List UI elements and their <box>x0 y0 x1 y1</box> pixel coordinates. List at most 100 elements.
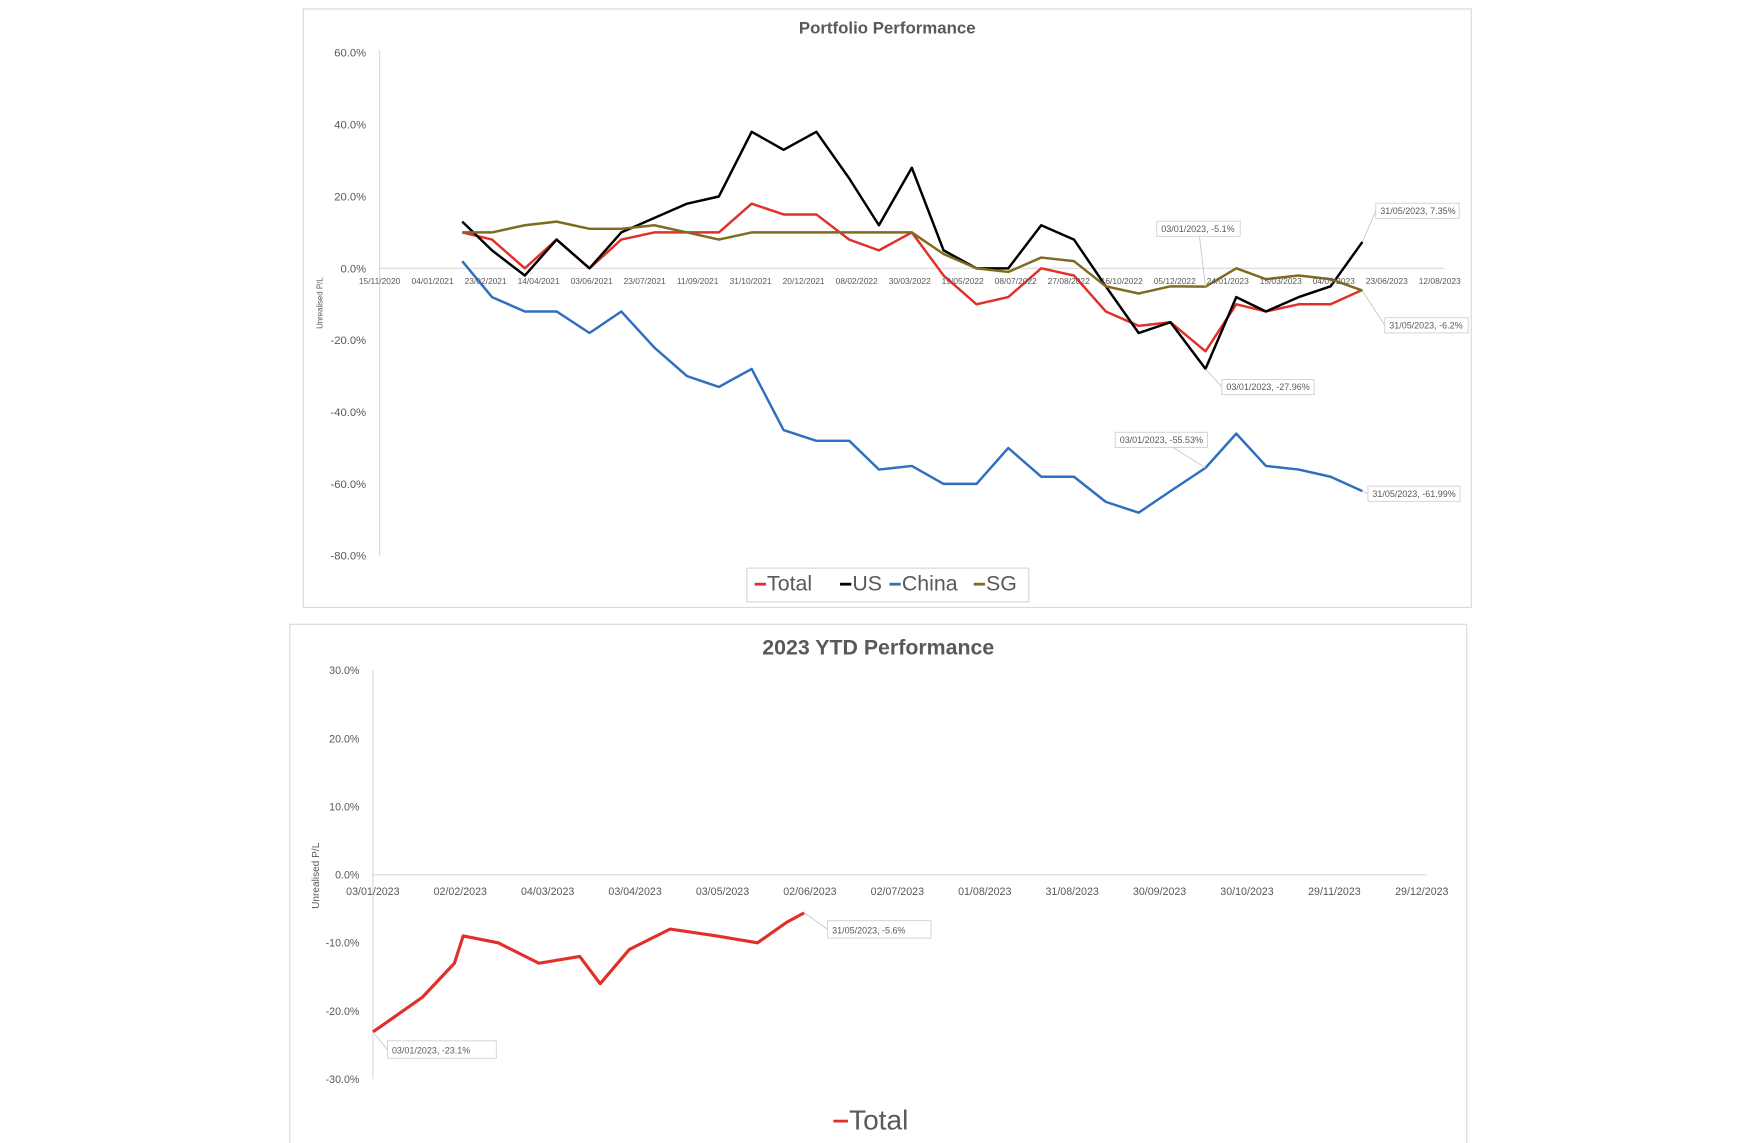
legend-box <box>746 567 1030 603</box>
data-label-box <box>1384 317 1469 334</box>
x-tick-label: 02/02/2023 <box>434 886 487 898</box>
legend-label: Total <box>767 572 812 596</box>
x-tick-label: 30/09/2023 <box>1133 886 1186 898</box>
x-tick-label: 29/11/2023 <box>1308 886 1361 898</box>
legend-item-us: US <box>840 572 882 596</box>
data-label: 03/01/2023, -55.53% <box>1114 431 1208 469</box>
leader-line <box>1198 228 1206 287</box>
legend-item-sg: SG <box>973 572 1017 596</box>
x-tick-label: 24/01/2023 <box>1207 276 1249 286</box>
x-tick-label: 11/09/2021 <box>677 276 719 286</box>
y-axis-label: Unrealised P/L <box>311 842 322 909</box>
x-tick-label: 27/08/2022 <box>1048 276 1090 286</box>
y-tick-label: 40.0% <box>334 120 366 132</box>
x-tick-label: 29/12/2023 <box>1395 886 1448 898</box>
x-tick-label: 23/06/2023 <box>1366 276 1408 286</box>
legend-item-china: China <box>889 572 958 596</box>
y-tick-label: -10.0% <box>326 938 360 950</box>
x-tick-label: 03/05/2023 <box>696 886 749 898</box>
x-tick-label: 14/04/2021 <box>518 276 560 286</box>
x-tick-label: 05/12/2022 <box>1154 276 1196 286</box>
data-label: 31/05/2023, -61.99% <box>1362 485 1461 502</box>
leader-line <box>803 912 828 930</box>
y-tick-label: -30.0% <box>326 1074 360 1086</box>
ytd-performance-chart: 2023 YTD Performance Unrealised P/L 30.0… <box>289 623 1468 1143</box>
data-label: 31/05/2023, -6.2% <box>1362 290 1469 334</box>
legend: Total US China SG <box>746 567 1030 603</box>
data-label-box <box>387 1040 497 1059</box>
leader-line <box>1205 368 1223 388</box>
data-label-text: 03/01/2023, -5.1% <box>1161 224 1234 234</box>
x-tick-label: 03/01/2023 <box>346 886 399 898</box>
leader-line <box>1362 290 1386 326</box>
data-label-text: 03/01/2023, -23.1% <box>392 1046 470 1056</box>
data-label: 31/05/2023, 7.35% <box>1361 202 1460 243</box>
x-tick-label: 19/05/2022 <box>942 276 984 286</box>
chart-title: 2023 YTD Performance <box>762 636 994 660</box>
x-tick-label: 08/07/2022 <box>995 276 1037 286</box>
data-label: 31/05/2023, -5.6% <box>803 912 932 939</box>
portfolio-performance-chart: Portfolio Performance Unrealised P/L 60.… <box>302 8 1472 608</box>
x-tick-label: 03/04/2023 <box>608 886 661 898</box>
legend-label: US <box>852 572 882 596</box>
y-tick-label: 20.0% <box>329 733 360 745</box>
series-line-total <box>371 911 805 1034</box>
x-tick-label: 30/03/2022 <box>889 276 931 286</box>
x-tick-label: 01/08/2023 <box>958 886 1011 898</box>
data-label: 03/01/2023, -5.1% <box>1156 220 1241 287</box>
leader-line <box>372 1031 388 1050</box>
chart-title: Portfolio Performance <box>799 19 976 38</box>
data-label-box <box>1367 485 1461 502</box>
x-tick-label: 04/01/2021 <box>412 276 454 286</box>
y-tick-label: 60.0% <box>334 48 366 60</box>
chart-frame <box>289 623 1468 1143</box>
data-label-box <box>1114 431 1208 448</box>
series-line-sg <box>462 220 1363 295</box>
chart-frame <box>302 8 1472 608</box>
x-tick-label: 02/06/2023 <box>783 886 836 898</box>
data-label-box <box>827 920 932 939</box>
x-tick-label: 15/11/2020 <box>359 276 401 286</box>
legend-label: SG <box>986 572 1017 596</box>
x-tick-label: 15/03/2023 <box>1260 276 1302 286</box>
y-tick-label: 0.0% <box>341 263 367 275</box>
x-tick-label: 04/05/2023 <box>1313 276 1355 286</box>
data-label: 03/01/2023, -23.1% <box>372 1031 497 1059</box>
x-tick-label: 23/02/2021 <box>465 276 507 286</box>
x-tick-label: 04/03/2023 <box>521 886 574 898</box>
legend-label: China <box>902 572 958 596</box>
x-tick-label: 02/07/2023 <box>871 886 924 898</box>
leader-line <box>1361 210 1377 243</box>
x-tick-label: 31/10/2021 <box>730 276 772 286</box>
data-label-box <box>1156 220 1241 237</box>
legend-item-total: Total <box>754 572 812 596</box>
y-tick-label: 20.0% <box>334 191 366 203</box>
x-tick-label: 31/08/2023 <box>1045 886 1098 898</box>
legend-label: Total <box>849 1105 908 1136</box>
data-label-text: 03/01/2023, -55.53% <box>1120 435 1203 445</box>
y-tick-label: -20.0% <box>331 335 367 347</box>
legend-item-total: Total <box>833 1105 908 1136</box>
y-tick-label: -60.0% <box>331 479 367 491</box>
y-axis-label: Unrealised P/L <box>315 277 324 329</box>
data-label-box <box>1375 202 1460 219</box>
y-tick-label: -40.0% <box>331 407 367 419</box>
x-tick-label: 30/10/2023 <box>1220 886 1273 898</box>
data-label-text: 31/05/2023, 7.35% <box>1380 206 1455 216</box>
x-tick-label: 08/02/2022 <box>836 276 878 286</box>
data-label-text: 31/05/2023, -61.99% <box>1372 489 1455 499</box>
leader-line <box>1362 490 1369 495</box>
x-tick-label: 23/07/2021 <box>624 276 666 286</box>
series-line-china <box>461 260 1363 514</box>
series-line-us <box>461 130 1364 371</box>
y-tick-label: 0.0% <box>335 870 360 882</box>
x-tick-label: 12/08/2023 <box>1419 276 1461 286</box>
y-tick-label: 10.0% <box>329 801 360 813</box>
data-label-text: 03/01/2023, -27.96% <box>1226 382 1309 392</box>
y-tick-label: -80.0% <box>331 551 367 563</box>
data-label-box <box>1221 379 1315 396</box>
y-tick-label: -20.0% <box>326 1006 360 1018</box>
data-label-text: 31/05/2023, -5.6% <box>832 926 905 936</box>
data-label-text: 31/05/2023, -6.2% <box>1389 320 1462 330</box>
